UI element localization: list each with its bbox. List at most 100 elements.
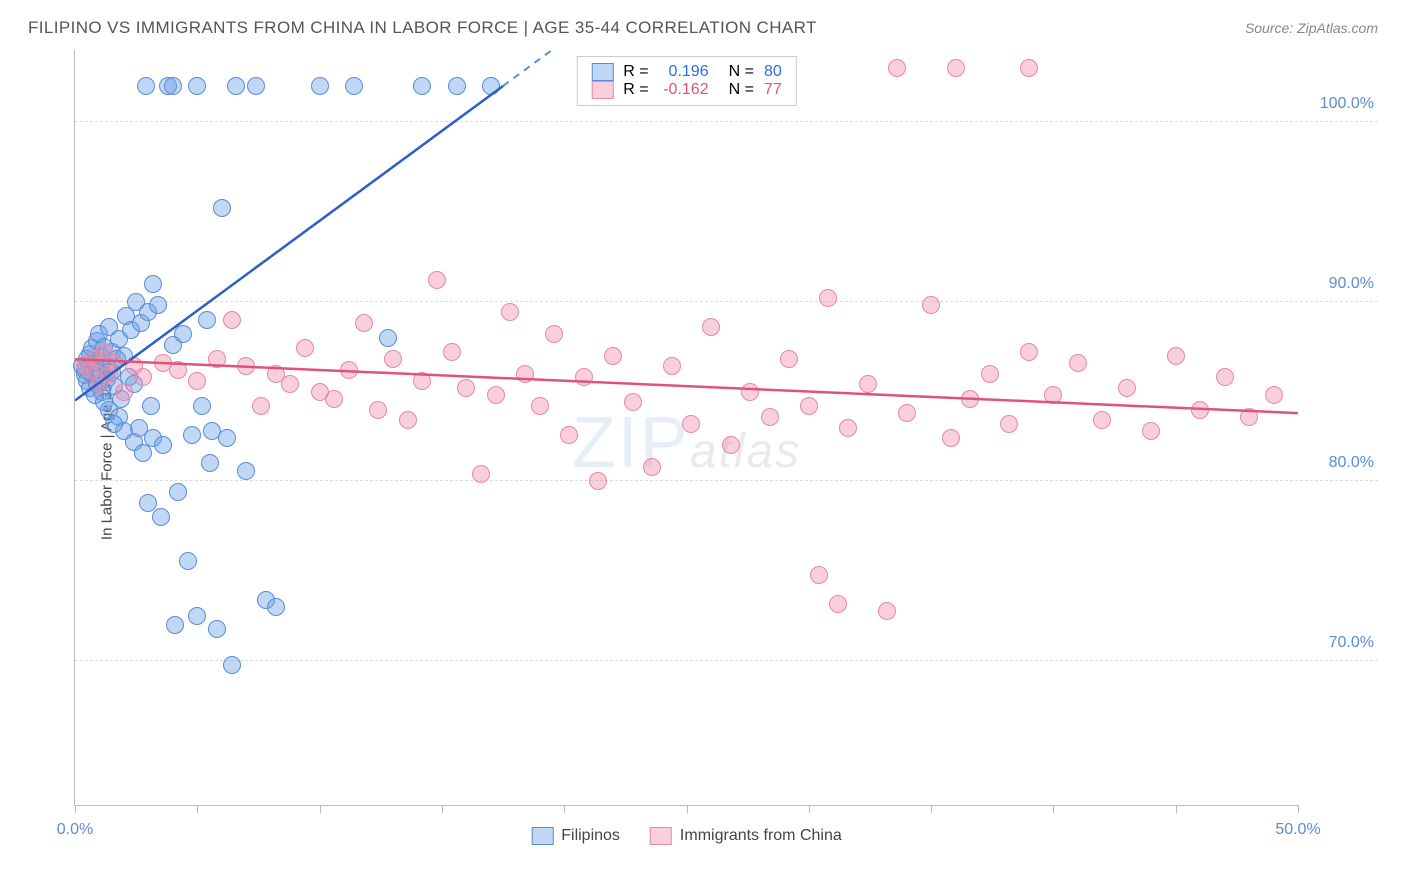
data-point [144,275,162,293]
r-label: R = [623,81,648,99]
data-point [267,598,285,616]
data-point [227,77,245,95]
gridline [75,301,1378,302]
china-label: Immigrants from China [680,827,842,845]
data-point [379,329,397,347]
data-point [780,350,798,368]
chart-title: FILIPINO VS IMMIGRANTS FROM CHINA IN LAB… [28,18,817,38]
y-tick-label: 100.0% [1320,95,1374,113]
data-point [942,429,960,447]
data-point [137,77,155,95]
data-point [208,620,226,638]
data-point [575,368,593,386]
data-point [472,465,490,483]
data-point [1044,386,1062,404]
data-point [193,397,211,415]
filipinos-label: Filipinos [561,827,620,845]
data-point [722,436,740,454]
data-point [208,350,226,368]
data-point [237,357,255,375]
data-point [281,375,299,393]
x-tick [1298,805,1299,813]
data-point [839,419,857,437]
data-point [169,483,187,501]
gridline [75,660,1378,661]
data-point [1216,368,1234,386]
data-point [345,77,363,95]
data-point [761,408,779,426]
data-point [325,390,343,408]
x-tick [197,805,198,813]
data-point [589,472,607,490]
data-point [531,397,549,415]
data-point [149,296,167,314]
data-point [218,429,236,447]
y-tick-label: 80.0% [1329,454,1374,472]
data-point [1093,411,1111,429]
data-point [399,411,417,429]
data-point [800,397,818,415]
data-point [252,397,270,415]
data-point [201,454,219,472]
n-label: N = [729,81,754,99]
data-point [369,401,387,419]
x-tick [564,805,565,813]
data-point [741,383,759,401]
data-point [604,347,622,365]
data-point [198,311,216,329]
data-point [340,361,358,379]
x-tick [442,805,443,813]
y-tick-label: 90.0% [1329,275,1374,293]
x-tick [809,805,810,813]
data-point [663,357,681,375]
china-swatch [591,81,613,99]
filipinos-n-value: 80 [764,63,782,81]
data-point [810,566,828,584]
data-point [179,552,197,570]
data-point [545,325,563,343]
data-point [105,415,123,433]
china-swatch [650,827,672,845]
data-point [922,296,940,314]
data-point [169,361,187,379]
data-point [947,59,965,77]
source-label: Source: ZipAtlas.com [1245,20,1378,36]
x-tick [75,805,76,813]
data-point [1020,343,1038,361]
data-point [1020,59,1038,77]
x-tick [687,805,688,813]
data-point [154,436,172,454]
data-point [1069,354,1087,372]
data-point [1118,379,1136,397]
data-point [448,77,466,95]
chart-container: In Labor Force | Age 35-44 R = 0.196 N =… [28,50,1378,852]
data-point [981,365,999,383]
data-point [213,199,231,217]
data-point [166,616,184,634]
x-tick [1053,805,1054,813]
data-point [898,404,916,422]
data-point [1167,347,1185,365]
data-point [174,325,192,343]
data-point [296,339,314,357]
data-point [188,77,206,95]
data-point [188,372,206,390]
data-point [428,271,446,289]
r-label: R = [623,63,648,81]
x-tick-label: 0.0% [57,821,93,839]
data-point [1191,401,1209,419]
data-point [384,350,402,368]
data-point [311,77,329,95]
data-point [183,426,201,444]
data-point [1142,422,1160,440]
data-point [457,379,475,397]
data-point [829,595,847,613]
data-point [961,390,979,408]
china-n-value: 77 [764,81,782,99]
x-tick [931,805,932,813]
x-tick [1176,805,1177,813]
data-point [1240,408,1258,426]
filipinos-swatch [591,63,613,81]
gridline [75,121,1378,122]
data-point [702,318,720,336]
